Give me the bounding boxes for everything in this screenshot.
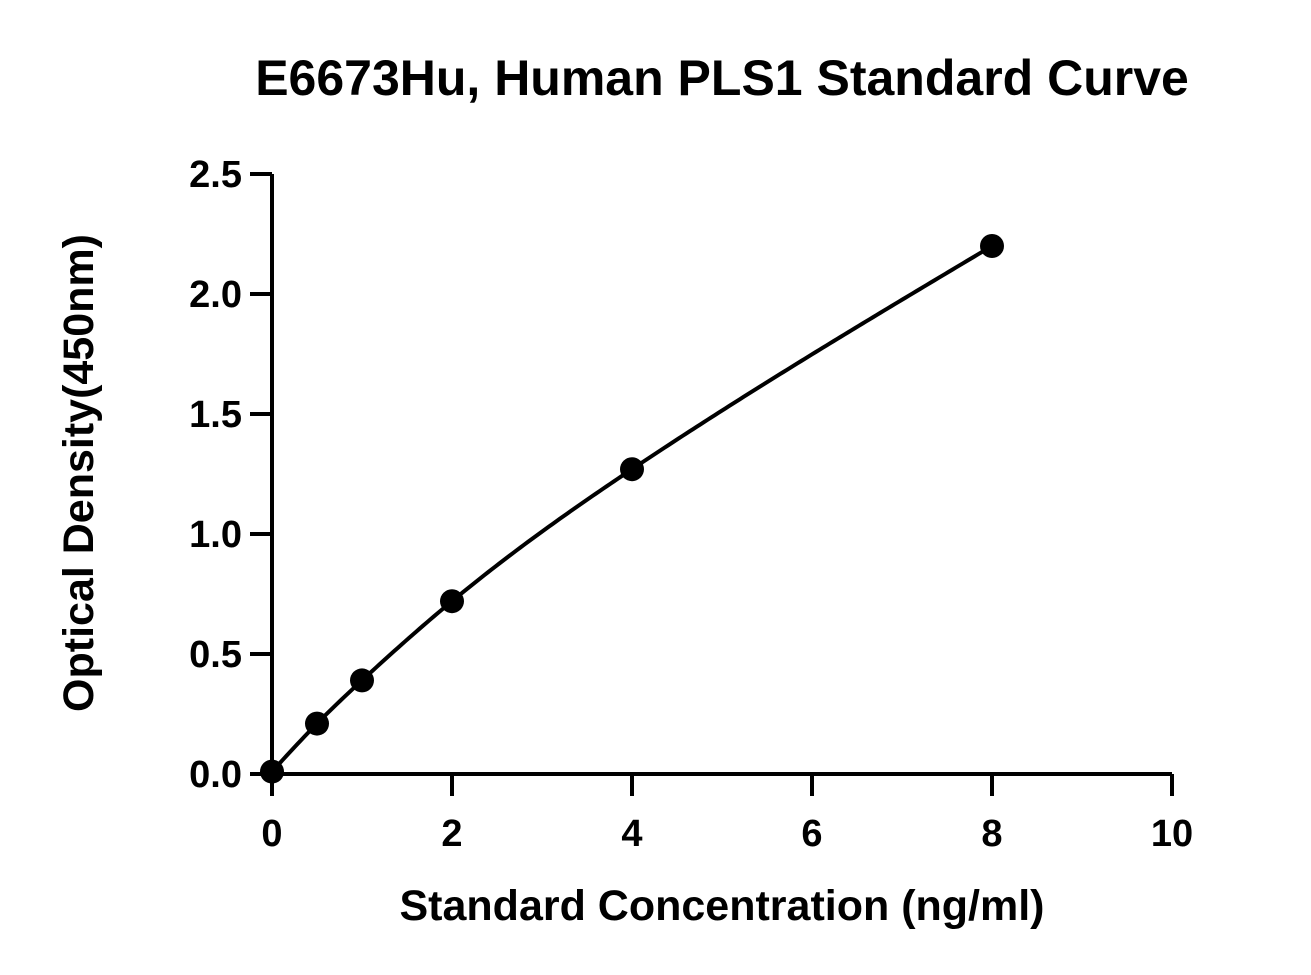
data-point [620, 457, 644, 482]
y-tick-label: 2.0 [189, 274, 242, 316]
x-axis-label: Standard Concentration (ng/ml) [400, 882, 1045, 930]
y-tick-label: 1.5 [189, 394, 242, 436]
x-tick-label: 8 [981, 813, 1002, 855]
y-tick-label: 0.5 [189, 634, 242, 676]
y-axis-label: Optical Density(450nm) [55, 234, 103, 712]
x-tick-label: 10 [1151, 813, 1193, 855]
y-axis-ticks: 0.0 0.5 1.0 1.5 2.0 2.5 [189, 154, 272, 796]
y-tick-label: 1.0 [189, 514, 242, 556]
x-tick-label: 2 [441, 813, 462, 855]
x-axis-ticks: 0 2 4 6 8 10 [261, 774, 1193, 855]
chart-title: E6673Hu, Human PLS1 Standard Curve [255, 50, 1189, 106]
fit-curve-line [270, 244, 994, 773]
data-point [440, 589, 464, 614]
x-tick-label: 0 [261, 813, 282, 855]
x-tick-label: 6 [801, 813, 822, 855]
data-point [260, 759, 284, 784]
fit-curve-group [270, 244, 994, 773]
y-tick-label: 0.0 [189, 754, 242, 796]
data-point [980, 234, 1004, 258]
x-tick-label: 4 [621, 813, 642, 855]
data-point [305, 711, 329, 736]
data-point [350, 668, 374, 693]
data-points [260, 234, 1004, 784]
axes [270, 174, 1172, 776]
y-tick-label: 2.5 [189, 154, 242, 196]
